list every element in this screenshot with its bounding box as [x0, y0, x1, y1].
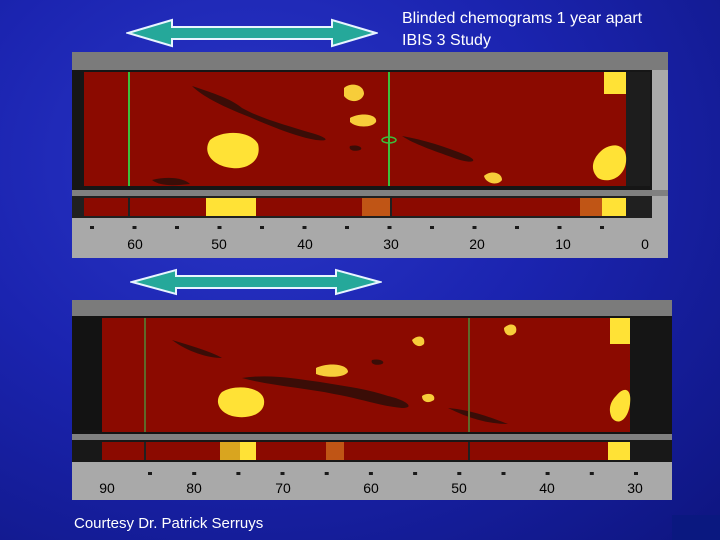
- scale-tick: [260, 226, 264, 229]
- scale-label: 20: [469, 236, 485, 252]
- scale-label: 40: [539, 480, 555, 496]
- scale-label: 50: [211, 236, 227, 252]
- scale-tick: [280, 472, 285, 475]
- scale-tick: [457, 472, 462, 475]
- slide-title: Blinded chemograms 1 year apart IBIS 3 S…: [402, 8, 720, 52]
- scale-labels-baseline: 60 50 40 30 20 10 0: [72, 236, 668, 256]
- scale-tick: [175, 226, 179, 229]
- scale-tick: [90, 226, 94, 229]
- scale-tick: [600, 226, 604, 229]
- scale-tick: [324, 472, 329, 475]
- scale-label: 30: [383, 236, 399, 252]
- scale-tick: [545, 472, 550, 475]
- scale-tick: [217, 226, 222, 229]
- chemogram-baseline: 60 50 40 30 20 10 0: [72, 52, 668, 258]
- scale-tick: [132, 226, 137, 229]
- scale-labels-follow-up: 90 80 70 60 50 40 30: [72, 480, 672, 500]
- scale-tick: [634, 472, 638, 475]
- scale-tick: [413, 472, 418, 475]
- scale-label: 40: [297, 236, 313, 252]
- credit-text: Courtesy Dr. Patrick Serruys: [74, 515, 264, 532]
- scale-tick: [302, 226, 307, 229]
- scale-label: 90: [99, 480, 115, 496]
- scale-tick: [387, 226, 392, 229]
- scale-tick: [472, 226, 477, 229]
- scale-tick: [515, 226, 519, 229]
- corner-accent: [672, 515, 720, 540]
- tick-marks-follow-up: [148, 472, 638, 475]
- scale-tick: [557, 226, 562, 229]
- scale-tick: [368, 472, 373, 475]
- title-line-1: Blinded chemograms 1 year apart: [402, 10, 643, 27]
- scale-label: 30: [627, 480, 643, 496]
- scale-tick: [589, 472, 594, 475]
- scale-tick: [430, 226, 434, 229]
- scale-tick: [148, 472, 152, 475]
- chemogram-follow-up: 90 80 70 60 50 40 30: [72, 300, 672, 500]
- double-arrow-bottom: [130, 268, 382, 296]
- scale-tick: [192, 472, 197, 475]
- scale-tick: [345, 226, 349, 229]
- tick-marks-baseline: [90, 226, 604, 229]
- scale-label: 50: [451, 480, 467, 496]
- scale-tick: [501, 472, 506, 475]
- scale-label: 70: [275, 480, 291, 496]
- scale-label: 80: [186, 480, 202, 496]
- scale-label: 10: [555, 236, 571, 252]
- scale-tick: [236, 472, 241, 475]
- scale-label: 60: [363, 480, 379, 496]
- scale-label: 0: [641, 236, 649, 252]
- double-arrow-top: [126, 18, 378, 48]
- scale-label: 60: [127, 236, 143, 252]
- title-line-2: IBIS 3 Study: [402, 32, 491, 49]
